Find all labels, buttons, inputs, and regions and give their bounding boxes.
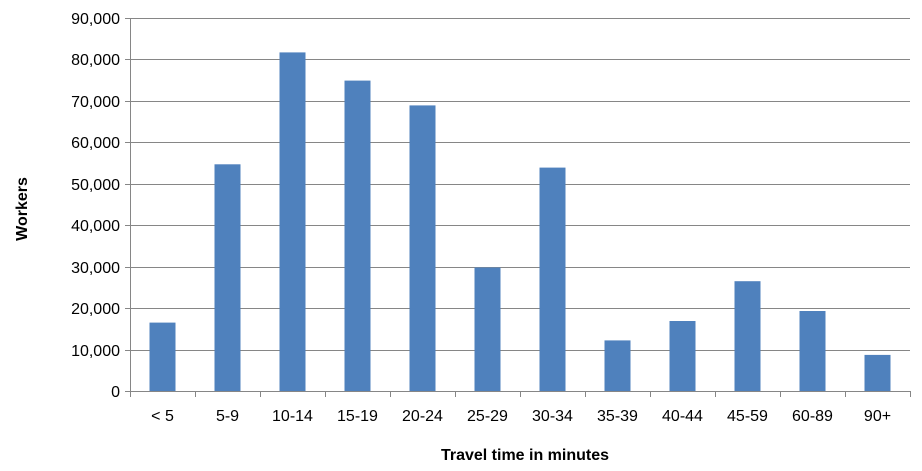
y-tick-label: 0 — [111, 384, 120, 401]
bar — [669, 321, 696, 391]
bar — [799, 311, 826, 391]
y-tick-label: 40,000 — [71, 218, 120, 235]
x-tick-label: 25-29 — [467, 408, 508, 425]
bar — [539, 167, 566, 391]
bar — [149, 322, 176, 391]
x-tick-label: 10-14 — [272, 408, 313, 425]
x-tick-label: 15-19 — [337, 408, 378, 425]
x-tick-label: 40-44 — [662, 408, 703, 425]
x-tick-label: 35-39 — [597, 408, 638, 425]
y-axis-title: Workers — [14, 177, 31, 241]
y-tick-label: 90,000 — [71, 11, 120, 28]
bar — [734, 281, 761, 391]
y-tick-label: 60,000 — [71, 135, 120, 152]
bar — [344, 80, 371, 391]
x-tick-label: 45-59 — [727, 408, 768, 425]
y-tick-label: 10,000 — [71, 343, 120, 360]
x-tick-label: 20-24 — [402, 408, 443, 425]
y-tick-labels: 0 10,000 20,000 30,000 40,000 50,000 60,000 70,… — [71, 11, 120, 401]
y-tick-label: 20,000 — [71, 301, 120, 318]
x-tick-label: 5-9 — [216, 408, 239, 425]
y-tick-label: 30,000 — [71, 260, 120, 277]
bar — [864, 354, 891, 391]
x-tick-label: 60-89 — [792, 408, 833, 425]
bars — [149, 52, 891, 392]
gridlines — [130, 18, 910, 351]
x-axis-title: Travel time in minutes — [441, 447, 609, 464]
x-tick-label: 90+ — [864, 408, 891, 425]
bar — [214, 164, 241, 391]
y-tick-label: 80,000 — [71, 52, 120, 69]
x-tick-labels: < 5 5-9 10-14 15-19 20-24 25-29 30-34 35-39 40-4… — [151, 408, 891, 425]
x-tick-label: 30-34 — [532, 408, 573, 425]
axes — [125, 18, 911, 397]
bar — [604, 340, 631, 391]
bar — [409, 105, 436, 392]
y-tick-label: 70,000 — [71, 94, 120, 111]
y-tick-label: 50,000 — [71, 177, 120, 194]
bar — [279, 52, 306, 392]
bar — [474, 267, 501, 391]
x-tick-label: < 5 — [151, 408, 174, 425]
